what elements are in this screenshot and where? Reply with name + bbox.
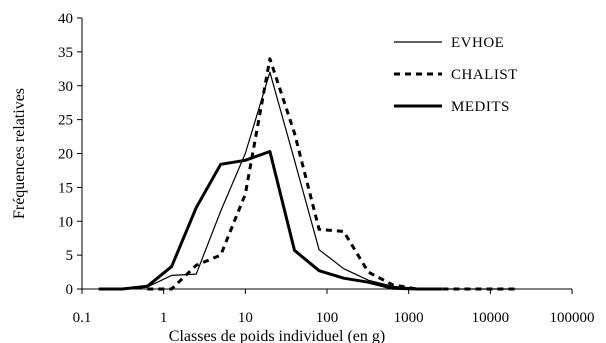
x-axis-ticks: 0.1 1 10 100 1000 10000 100000 [73, 289, 595, 326]
x-tick-label: 10000 [472, 310, 510, 326]
series-layer [98, 57, 516, 291]
x-tick-label: 100 [316, 310, 339, 326]
legend: EVHOE CHALIST MEDITS [394, 35, 518, 115]
series-line-chalist [147, 57, 516, 291]
y-tick-label: 20 [58, 147, 73, 163]
x-tick-label: 100000 [550, 310, 595, 326]
series-line-medits [98, 150, 442, 291]
y-tick-label: 25 [58, 113, 73, 129]
x-tick-label: 1 [160, 310, 168, 326]
y-axis-label: Fréquences relatives [11, 88, 28, 219]
y-tick-label: 0 [66, 282, 74, 298]
legend-label-evhoe: EVHOE [451, 35, 504, 51]
x-tick-label: 0.1 [73, 310, 92, 326]
x-axis-label: Classes de poids individuel (en g) [169, 328, 385, 343]
y-tick-label: 5 [66, 248, 74, 264]
y-tick-label: 40 [58, 11, 73, 27]
y-tick-label: 30 [58, 79, 73, 95]
y-axis-ticks: 0 5 10 15 20 25 30 35 40 [58, 11, 82, 298]
x-tick-label: 10 [238, 310, 253, 326]
y-tick-label: 15 [58, 180, 73, 196]
y-tick-label: 35 [58, 45, 73, 61]
x-tick-label: 1000 [394, 310, 424, 326]
legend-label-medits: MEDITS [451, 99, 510, 115]
y-tick-label: 10 [58, 214, 73, 230]
legend-label-chalist: CHALIST [451, 67, 518, 83]
